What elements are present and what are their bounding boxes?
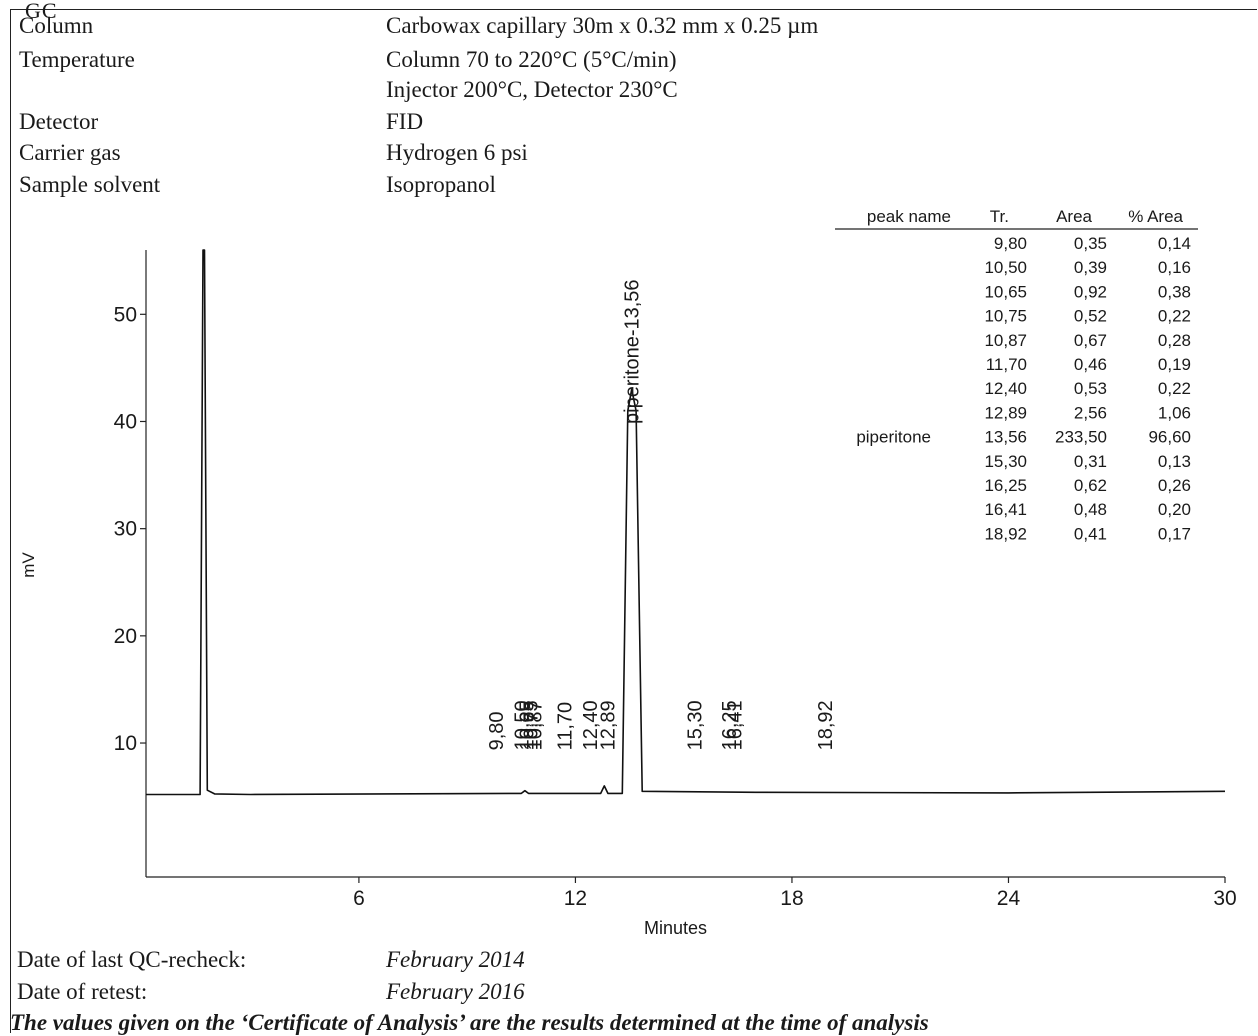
condition-value-injector: Injector 200°C, Detector 230°C [386,77,678,102]
table-cell-pct-area: 0,16 [1158,258,1191,277]
condition-label-carrier-gas: Carrier gas [19,140,121,165]
table-cell-area: 2,56 [1074,403,1107,422]
table-cell-tr: 10,75 [984,307,1027,326]
condition-label-temperature: Temperature [19,47,135,72]
y-axis-label: mV [19,552,38,578]
y-tick-label: 50 [114,303,137,326]
table-cell-pct-area: 1,06 [1158,403,1191,422]
table-cell-pct-area: 0,22 [1158,379,1191,398]
peak-label: 10,65 [517,700,539,750]
y-tick-label: 30 [114,518,137,541]
table-cell-tr: 10,65 [984,282,1027,301]
table-cell-area: 0,48 [1074,500,1107,519]
condition-value-column: Carbowax capillary 30m x 0.32 mm x 0.25 … [386,13,819,38]
table-cell-pct-area: 0,20 [1158,500,1191,519]
table-cell-pct-area: 96,60 [1148,428,1191,447]
peak-label: 12,40 [580,700,602,750]
main-peak-label: piperitone-13,56 [622,279,644,424]
table-cell-area: 0,52 [1074,307,1107,326]
table-cell-tr: 9,80 [994,234,1027,253]
table-cell-pct-area: 0,26 [1158,476,1191,495]
table-cell-peak-name: piperitone [856,428,931,447]
chromatogram-trace [146,249,1226,796]
table-cell-area: 0,53 [1074,379,1107,398]
table-header-area: Area [1056,207,1092,226]
table-header-tr: Tr. [990,207,1009,226]
table-cell-tr: 16,25 [984,476,1027,495]
peak-label: 16,25 [719,700,741,750]
x-tick-label: 6 [353,887,365,910]
peak-label: 9,80 [486,711,508,750]
x-tick-label: 18 [780,887,803,910]
peak-label: 10,50 [511,700,533,750]
table-cell-tr: 12,89 [984,403,1027,422]
table-header-peak-name: peak name [867,207,951,226]
condition-label-sample-solvent: Sample solvent [19,172,161,197]
condition-value-carrier-gas: Hydrogen 6 psi [386,140,528,165]
table-cell-area: 0,67 [1074,331,1107,350]
table-cell-tr: 10,87 [984,331,1027,350]
peak-label: 12,89 [598,700,620,750]
table-header-pct-area: % Area [1128,207,1183,226]
table-cell-pct-area: 0,13 [1158,452,1191,471]
condition-value-detector: FID [386,109,424,134]
x-axis-label: Minutes [644,918,707,938]
table-cell-tr: 18,92 [984,524,1027,543]
document-frame: GC [10,0,1257,1033]
table-cell-pct-area: 0,14 [1158,234,1191,253]
table-cell-pct-area: 0,38 [1158,282,1191,301]
peak-label: 15,30 [685,700,707,750]
y-tick-label: 10 [114,732,137,755]
peak-label: 16,41 [725,700,747,750]
table-cell-tr: 15,30 [984,452,1027,471]
table-cell-pct-area: 0,19 [1158,355,1191,374]
table-cell-area: 0,46 [1074,355,1107,374]
x-tick-label: 12 [564,887,587,910]
section-label: GC [25,0,58,23]
peak-label: 10,75 [520,700,542,750]
table-cell-tr: 11,70 [986,355,1027,374]
condition-label-column: Column [19,13,94,38]
table-cell-pct-area: 0,22 [1158,307,1191,326]
table-cell-area: 233,50 [1055,428,1107,447]
peak-label: 11,70 [555,702,577,751]
retest-label: Date of retest: [17,979,148,1004]
qc-recheck-label: Date of last QC-recheck: [17,947,247,972]
qc-recheck-value: February 2014 [386,947,525,972]
table-cell-tr: 16,41 [984,500,1027,519]
table-cell-area: 0,39 [1074,258,1107,277]
x-tick-label: 24 [997,887,1021,910]
table-cell-area: 0,92 [1074,282,1107,301]
retest-value: February 2016 [386,979,525,1004]
peak-label: 18,92 [815,700,837,750]
x-tick-label: 30 [1213,887,1236,910]
table-cell-pct-area: 0,28 [1158,331,1191,350]
table-cell-area: 0,62 [1074,476,1107,495]
condition-label-detector: Detector [19,109,99,134]
table-cell-tr: 12,40 [984,379,1027,398]
condition-value-sample-solvent: Isopropanol [386,172,496,197]
table-cell-tr: 13,56 [984,428,1027,447]
table-cell-pct-area: 0,17 [1158,524,1191,543]
table-cell-area: 0,35 [1074,234,1107,253]
table-cell-area: 0,41 [1074,524,1107,543]
table-cell-tr: 10,50 [984,258,1027,277]
disclaimer-text: The values given on the ‘Certificate of … [10,1010,929,1035]
table-cell-area: 0,31 [1074,452,1107,471]
peak-label: 10,87 [525,700,547,750]
y-tick-label: 40 [114,410,137,433]
condition-value-temperature: Column 70 to 220°C (5°C/min) [386,47,677,72]
y-tick-label: 20 [114,625,137,648]
